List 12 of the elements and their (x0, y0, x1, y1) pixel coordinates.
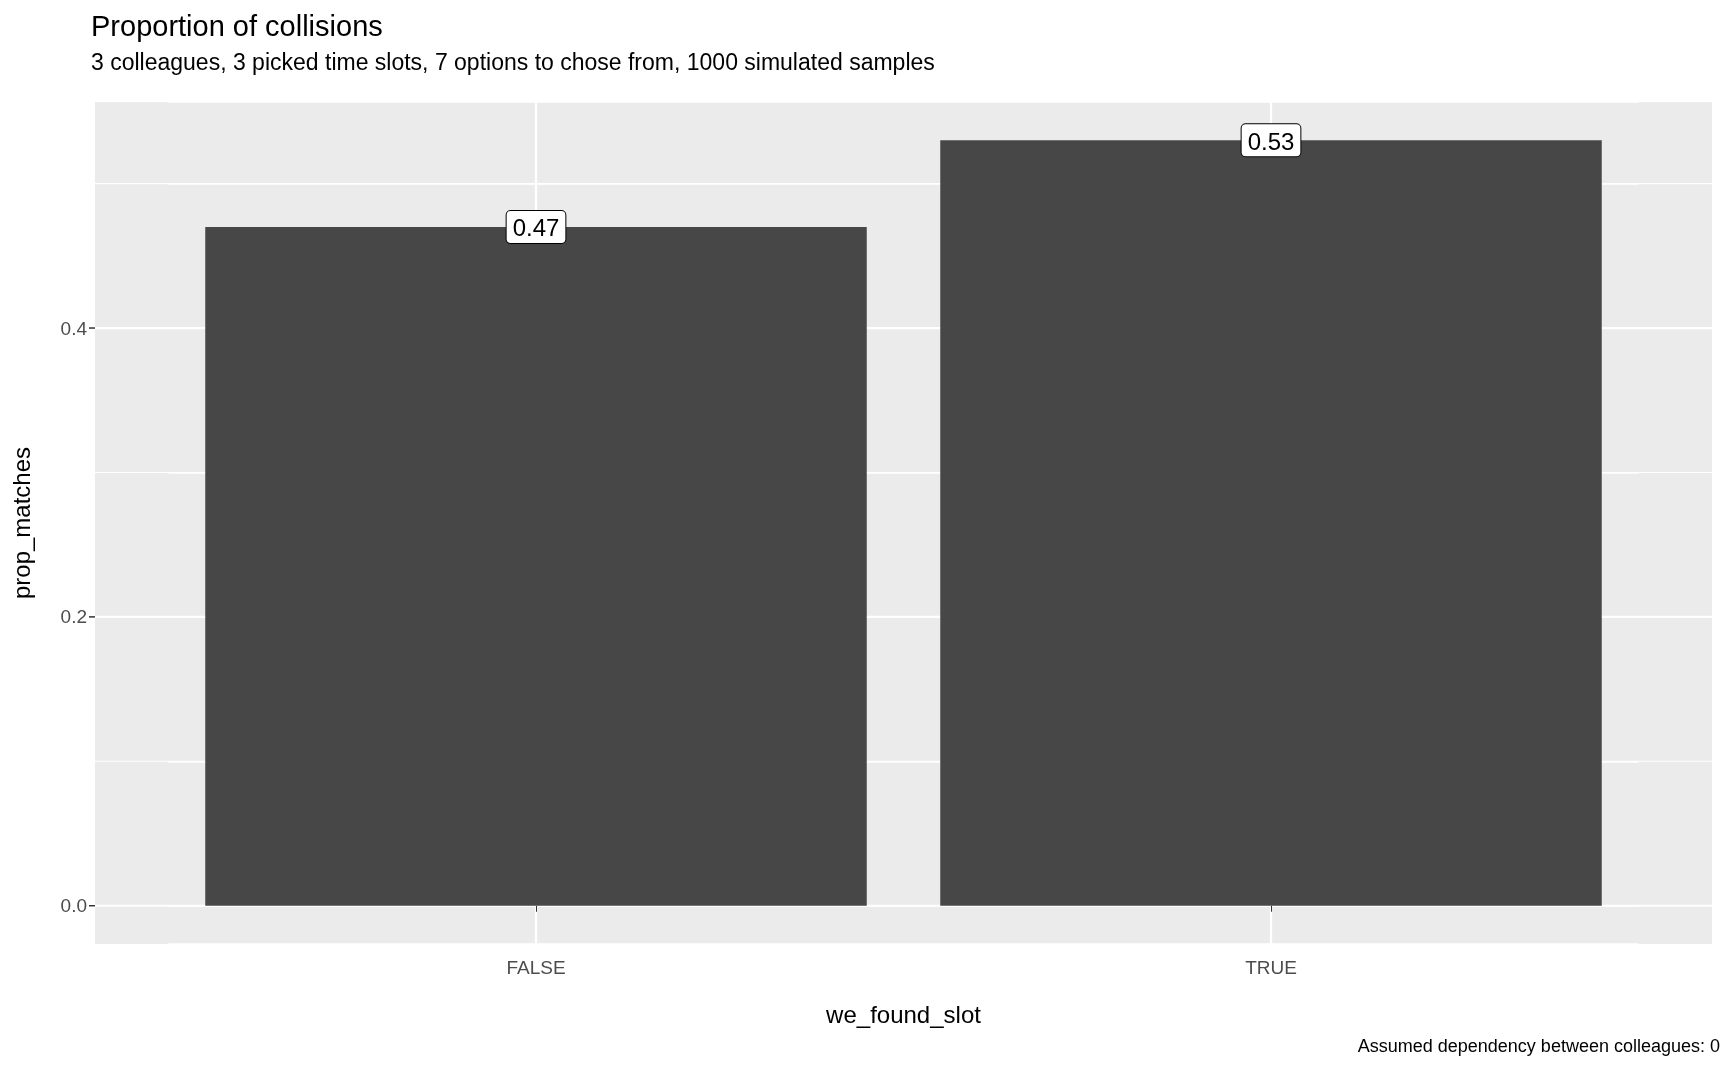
y-axis-title: prop_matches (7, 446, 35, 600)
x-axis-title: we_found_slot (825, 1000, 982, 1028)
data-label: 0.47 (512, 214, 560, 242)
y-tick-label: 0.4 (60, 317, 88, 339)
text: Assumed dependency between colleagues: 0 (1357, 1036, 1720, 1056)
y-tick-label: 0.0 (60, 895, 87, 917)
x-tick-label: FALSE (506, 957, 566, 978)
data-label: 0.53 (1247, 127, 1295, 155)
y-tick-label: 0.2 (60, 606, 87, 628)
x-tick-label: TRUE (1245, 957, 1297, 978)
chart-title: Proportion of collisions (91, 9, 383, 42)
chart-subtitle: 3 colleagues, 3 picked time slots, 7 options to chose from, 1000 simulated samples (91, 48, 935, 75)
